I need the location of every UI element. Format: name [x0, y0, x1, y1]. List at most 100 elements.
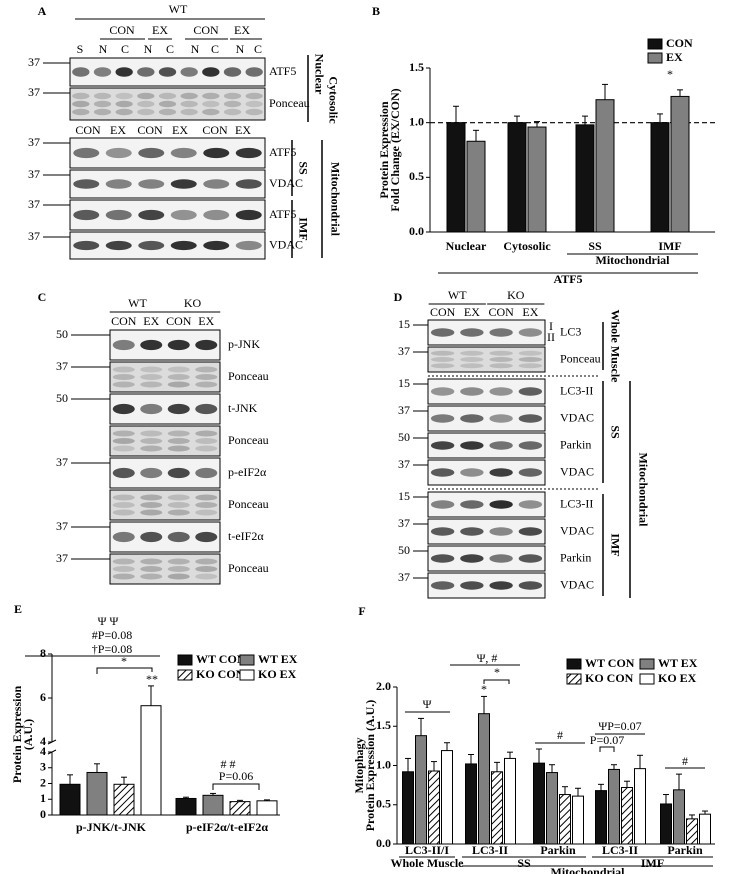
blot-band [112, 339, 135, 351]
lane-label: N [191, 42, 200, 56]
blot-band [489, 554, 513, 563]
annotation: †P=0.08 [92, 642, 132, 656]
lane-label: C [121, 42, 129, 56]
y-tick-label: 1.0 [409, 114, 424, 128]
blot-band [195, 381, 218, 388]
blot-band [195, 573, 218, 580]
blot-band [140, 558, 163, 565]
annotation: # [682, 754, 688, 768]
blot-band [460, 363, 484, 369]
bar [465, 763, 477, 845]
blot-band [112, 558, 135, 565]
x-tick-label: LC3-II/I [405, 843, 449, 857]
group-label: ATF5 [553, 272, 582, 286]
group-label: WT [169, 2, 188, 16]
blot-label: Ponceau [228, 369, 269, 383]
blot-band [115, 67, 133, 77]
blot-band [112, 438, 135, 444]
blot-band [112, 566, 135, 572]
blot-band [158, 108, 177, 116]
y-tick-label: 1.0 [376, 757, 391, 771]
mw-marker: 50 [56, 391, 68, 405]
annotation: P=0.07 [590, 733, 624, 747]
lane-label: S [77, 42, 84, 56]
blot-band [170, 147, 197, 159]
annotation: * [667, 67, 673, 81]
blot-band [140, 467, 163, 479]
blot-band [430, 328, 455, 337]
blot-label: VDAC [560, 410, 594, 424]
blot-label: Ponceau [228, 561, 269, 575]
band-label: II [547, 330, 555, 344]
blot-band [105, 147, 132, 159]
bar [175, 797, 197, 816]
blot-band [180, 108, 198, 116]
bar [533, 762, 545, 845]
panel-label: A [38, 4, 47, 18]
blot-band [167, 573, 190, 580]
blot-band [140, 566, 163, 572]
blot-band [73, 179, 100, 189]
blot-band [489, 500, 513, 509]
annotation-bracket [96, 667, 153, 674]
bar [595, 790, 607, 845]
blot-band [158, 92, 177, 100]
blot-band [137, 100, 155, 108]
group-label: Whole Muscle [391, 856, 465, 870]
annotation: * [121, 654, 127, 668]
blot-band [235, 147, 262, 159]
blot-band [489, 527, 513, 536]
blot-band [140, 430, 163, 437]
bar [446, 122, 466, 233]
group-label: SS [517, 856, 531, 870]
legend-swatch [647, 52, 663, 64]
blot-band [73, 147, 100, 159]
blot-band [489, 414, 513, 423]
y-tick-label: 1.5 [409, 60, 424, 74]
x-tick-label: Nuclear [446, 239, 487, 253]
blot-band [195, 531, 218, 543]
panel-label: C [38, 290, 47, 304]
band-label: I [549, 319, 553, 333]
annotation: # [557, 728, 563, 742]
blot-band [137, 108, 155, 116]
bar [575, 124, 595, 233]
lane-label: EX [198, 314, 214, 328]
blot-band [202, 100, 220, 108]
legend-label: WT EX [658, 656, 698, 670]
blot-band [195, 403, 218, 415]
legend-swatch [239, 669, 255, 681]
annotation: #P=0.08 [92, 628, 132, 642]
blot-band [489, 581, 513, 590]
mw-marker: 37 [28, 167, 40, 181]
annotation: Ψ [423, 697, 432, 711]
blot-label: LC3 [560, 324, 581, 338]
blot-label: p-JNK [228, 337, 260, 351]
blot-label: Ponceau [560, 351, 601, 365]
blot-band [460, 581, 484, 590]
bar [673, 789, 685, 845]
mw-marker: 50 [56, 327, 68, 341]
group-label: IMF [641, 856, 664, 870]
blot-band [73, 209, 100, 221]
bar [428, 770, 440, 845]
blot-band [93, 92, 112, 100]
group-label: Mitochondrial [596, 253, 671, 267]
blot-band [203, 179, 230, 189]
blot-band [140, 438, 163, 444]
bar [113, 783, 135, 816]
y-tick-label: 2.0 [376, 679, 391, 693]
blot-band [72, 67, 90, 77]
blot-band [203, 240, 230, 251]
lane-label: CON [75, 123, 101, 137]
blot-band [112, 430, 135, 437]
x-tick-label: LC3-II [602, 843, 638, 857]
blot-band [460, 468, 484, 477]
annotation-bracket [483, 679, 510, 684]
annotation: # # [221, 757, 236, 771]
blot-band [140, 339, 163, 351]
lane-label: EX [110, 123, 126, 137]
legend-swatch [566, 673, 582, 685]
legend-label: WT EX [258, 652, 298, 666]
legend-label: KO CON [196, 667, 245, 681]
